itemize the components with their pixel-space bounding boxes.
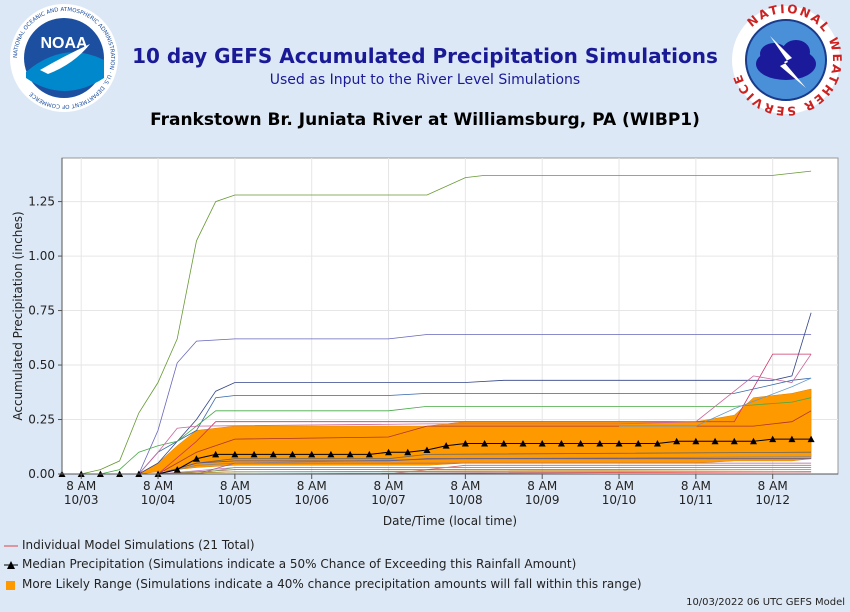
median-marker	[711, 437, 719, 445]
x-tick-label: 8 AM	[220, 479, 250, 493]
median-marker	[269, 450, 277, 458]
simulation-line-8	[157, 410, 812, 475]
x-tick-label: 10/12	[755, 493, 790, 507]
x-tick-label: 10/03	[64, 493, 99, 507]
chart-title: 10 day GEFS Accumulated Precipitation Si…	[132, 44, 718, 68]
model-run-footer: 10/03/2022 06 UTC GEFS Model	[686, 597, 845, 608]
legend-range: More Likely Range (Simulations indicate …	[22, 577, 642, 591]
x-tick-label: 8 AM	[374, 479, 404, 493]
legend-median: Median Precipitation (Simulations indica…	[22, 557, 577, 571]
y-tick-label: 1.00	[28, 249, 55, 263]
y-tick-label: 0.00	[28, 467, 55, 481]
x-tick-label: 8 AM	[758, 479, 788, 493]
x-tick-label: 10/08	[448, 493, 483, 507]
median-marker	[423, 446, 431, 454]
median-marker	[500, 439, 508, 447]
median-marker	[404, 448, 412, 456]
median-marker	[481, 439, 489, 447]
simulation-line-9	[619, 377, 812, 427]
range-band-area	[138, 388, 812, 475]
median-marker	[749, 437, 757, 445]
x-tick-label: 8 AM	[66, 479, 96, 493]
x-tick-label: 10/04	[141, 493, 176, 507]
legend-range-swatch	[6, 581, 15, 590]
median-marker	[308, 450, 316, 458]
median-marker	[673, 437, 681, 445]
simulation-line-19	[157, 469, 812, 475]
median-marker	[807, 435, 815, 443]
median-marker	[653, 439, 661, 447]
median-marker	[250, 450, 258, 458]
median-marker	[346, 450, 354, 458]
median-marker	[192, 455, 200, 462]
median-line	[58, 435, 815, 477]
x-tick-label: 8 AM	[681, 479, 711, 493]
median-marker	[577, 439, 585, 447]
noaa-logo-text: NOAA	[40, 35, 88, 52]
simulation-line-15	[157, 469, 812, 475]
x-tick-label: 8 AM	[527, 479, 557, 493]
more-likely-range-band	[138, 388, 812, 475]
median-marker	[288, 450, 296, 458]
median-marker	[173, 466, 181, 473]
simulation-line-7	[138, 353, 812, 475]
x-tick-label: 8 AM	[143, 479, 173, 493]
location-title: Frankstown Br. Juniata River at Williams…	[150, 110, 700, 130]
noaa-logo: NOAA NATIONAL OCEANIC AND ATMOSPHERIC AD…	[10, 4, 118, 112]
median-marker	[519, 439, 527, 447]
x-tick-label: 10/05	[218, 493, 253, 507]
median-marker	[788, 435, 796, 443]
median-marker	[730, 437, 738, 445]
median-marker	[596, 439, 604, 447]
x-tick-label: 10/06	[294, 493, 329, 507]
nws-logo: NATIONAL WEATHER SERVICE	[730, 2, 842, 119]
y-tick-label: 0.50	[28, 358, 55, 372]
median-marker	[442, 442, 450, 449]
simulation-line-17	[196, 462, 812, 475]
x-tick-label: 10/07	[371, 493, 406, 507]
simulation-line-12	[157, 458, 812, 475]
y-axis-label: Accumulated Precipitation (inches)	[11, 211, 25, 420]
x-tick-label: 10/09	[525, 493, 560, 507]
median-marker	[634, 439, 642, 447]
legend-individual: Individual Model Simulations (21 Total)	[22, 538, 255, 552]
median-marker	[769, 435, 777, 443]
individual-simulations	[62, 170, 812, 475]
simulation-line-2	[119, 334, 812, 475]
median-marker	[385, 448, 393, 456]
median-marker	[615, 439, 623, 447]
median-marker	[327, 450, 335, 458]
median-polyline	[62, 438, 812, 475]
legend-median-marker	[7, 561, 15, 569]
median-marker	[231, 450, 239, 458]
x-tick-label: 8 AM	[450, 479, 480, 493]
median-marker	[212, 450, 220, 458]
x-tick-label: 10/11	[679, 493, 714, 507]
y-tick-label: 0.25	[28, 413, 55, 427]
x-tick-label: 8 AM	[604, 479, 634, 493]
simulation-line-18	[196, 467, 812, 475]
median-marker	[365, 450, 373, 458]
median-marker	[692, 437, 700, 445]
x-tick-label: 10/10	[602, 493, 637, 507]
simulation-line-5	[100, 397, 812, 475]
y-tick-label: 1.25	[28, 195, 55, 209]
median-marker	[538, 439, 546, 447]
median-marker	[557, 439, 565, 447]
y-tick-label: 0.75	[28, 304, 55, 318]
chart-subtitle: Used as Input to the River Level Simulat…	[269, 72, 581, 88]
x-tick-label: 8 AM	[297, 479, 327, 493]
median-marker	[461, 439, 469, 447]
x-axis-label: Date/Time (local time)	[383, 514, 517, 528]
simulation-line-1	[62, 170, 812, 475]
